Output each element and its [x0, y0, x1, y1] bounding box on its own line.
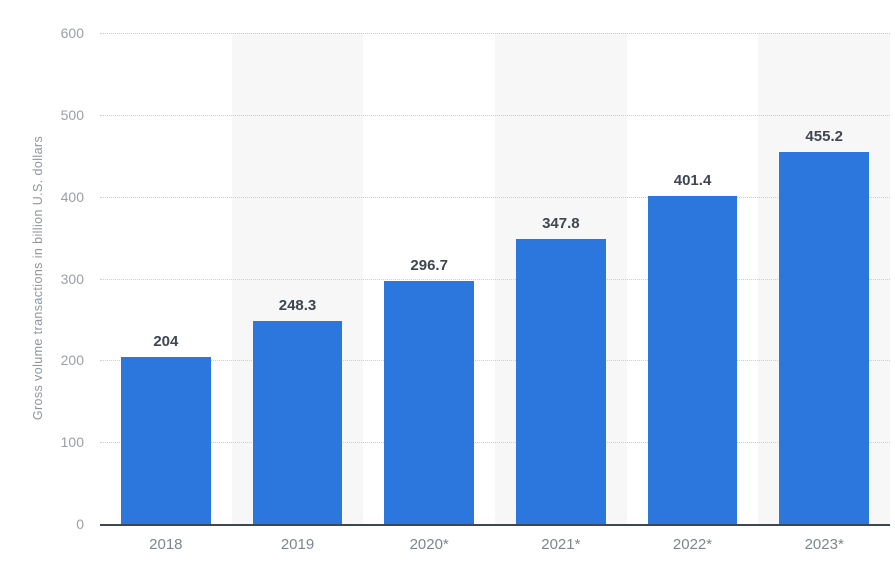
gridline — [100, 114, 890, 116]
bar-value-label: 204 — [153, 333, 179, 351]
bar-column: 401.4 2022* — [627, 33, 759, 553]
x-tick-label: 2022* — [672, 536, 713, 553]
bar-value-label: 455.2 — [805, 127, 843, 145]
bar-column: 296.7 2020* — [363, 33, 495, 553]
x-tick-label: 2023* — [804, 536, 844, 553]
bar[interactable] — [252, 320, 343, 524]
bar[interactable] — [516, 239, 606, 524]
y-tick-label: 0 — [76, 516, 84, 532]
gridline — [100, 33, 890, 34]
gridline — [100, 196, 890, 198]
x-tick-label: 2018 — [149, 536, 183, 553]
bar-column: 248.3 2019 — [232, 33, 364, 553]
x-tick-label: 2019 — [280, 536, 315, 553]
y-axis: 0 100 200 300 400 500 600 — [0, 25, 84, 532]
y-tick-label: 400 — [60, 188, 84, 205]
bar-column: 347.8 2021* — [495, 33, 627, 553]
y-tick-label: 600 — [60, 25, 84, 41]
x-tick-label: 2020* — [409, 536, 449, 553]
y-tick-label: 100 — [60, 434, 84, 451]
gridline — [100, 360, 890, 362]
bar-value-label: 296.7 — [410, 257, 448, 275]
bar-value-label: 347.8 — [542, 215, 580, 233]
plot-area: 204 2018 248.3 2019 296.7 2020* 347.8 2021* 401.… — [100, 33, 890, 553]
bar-column: 455.2 2023* — [758, 33, 890, 553]
bar[interactable] — [384, 281, 474, 524]
bar[interactable] — [121, 357, 211, 524]
bar-column: 204 2018 — [100, 33, 232, 553]
gridline — [100, 442, 890, 444]
bar[interactable] — [779, 151, 869, 524]
bar-value-label: 401.4 — [673, 171, 712, 189]
gridline — [100, 278, 890, 280]
bar-value-label: 248.3 — [278, 296, 317, 314]
y-tick-label: 500 — [60, 106, 84, 123]
x-tick-label: 2021* — [541, 536, 581, 553]
bar[interactable] — [647, 195, 738, 524]
bar-columns: 204 2018 248.3 2019 296.7 2020* 347.8 2021* 401.… — [100, 33, 890, 553]
y-tick-label: 300 — [60, 270, 84, 287]
y-tick-label: 200 — [60, 352, 84, 369]
